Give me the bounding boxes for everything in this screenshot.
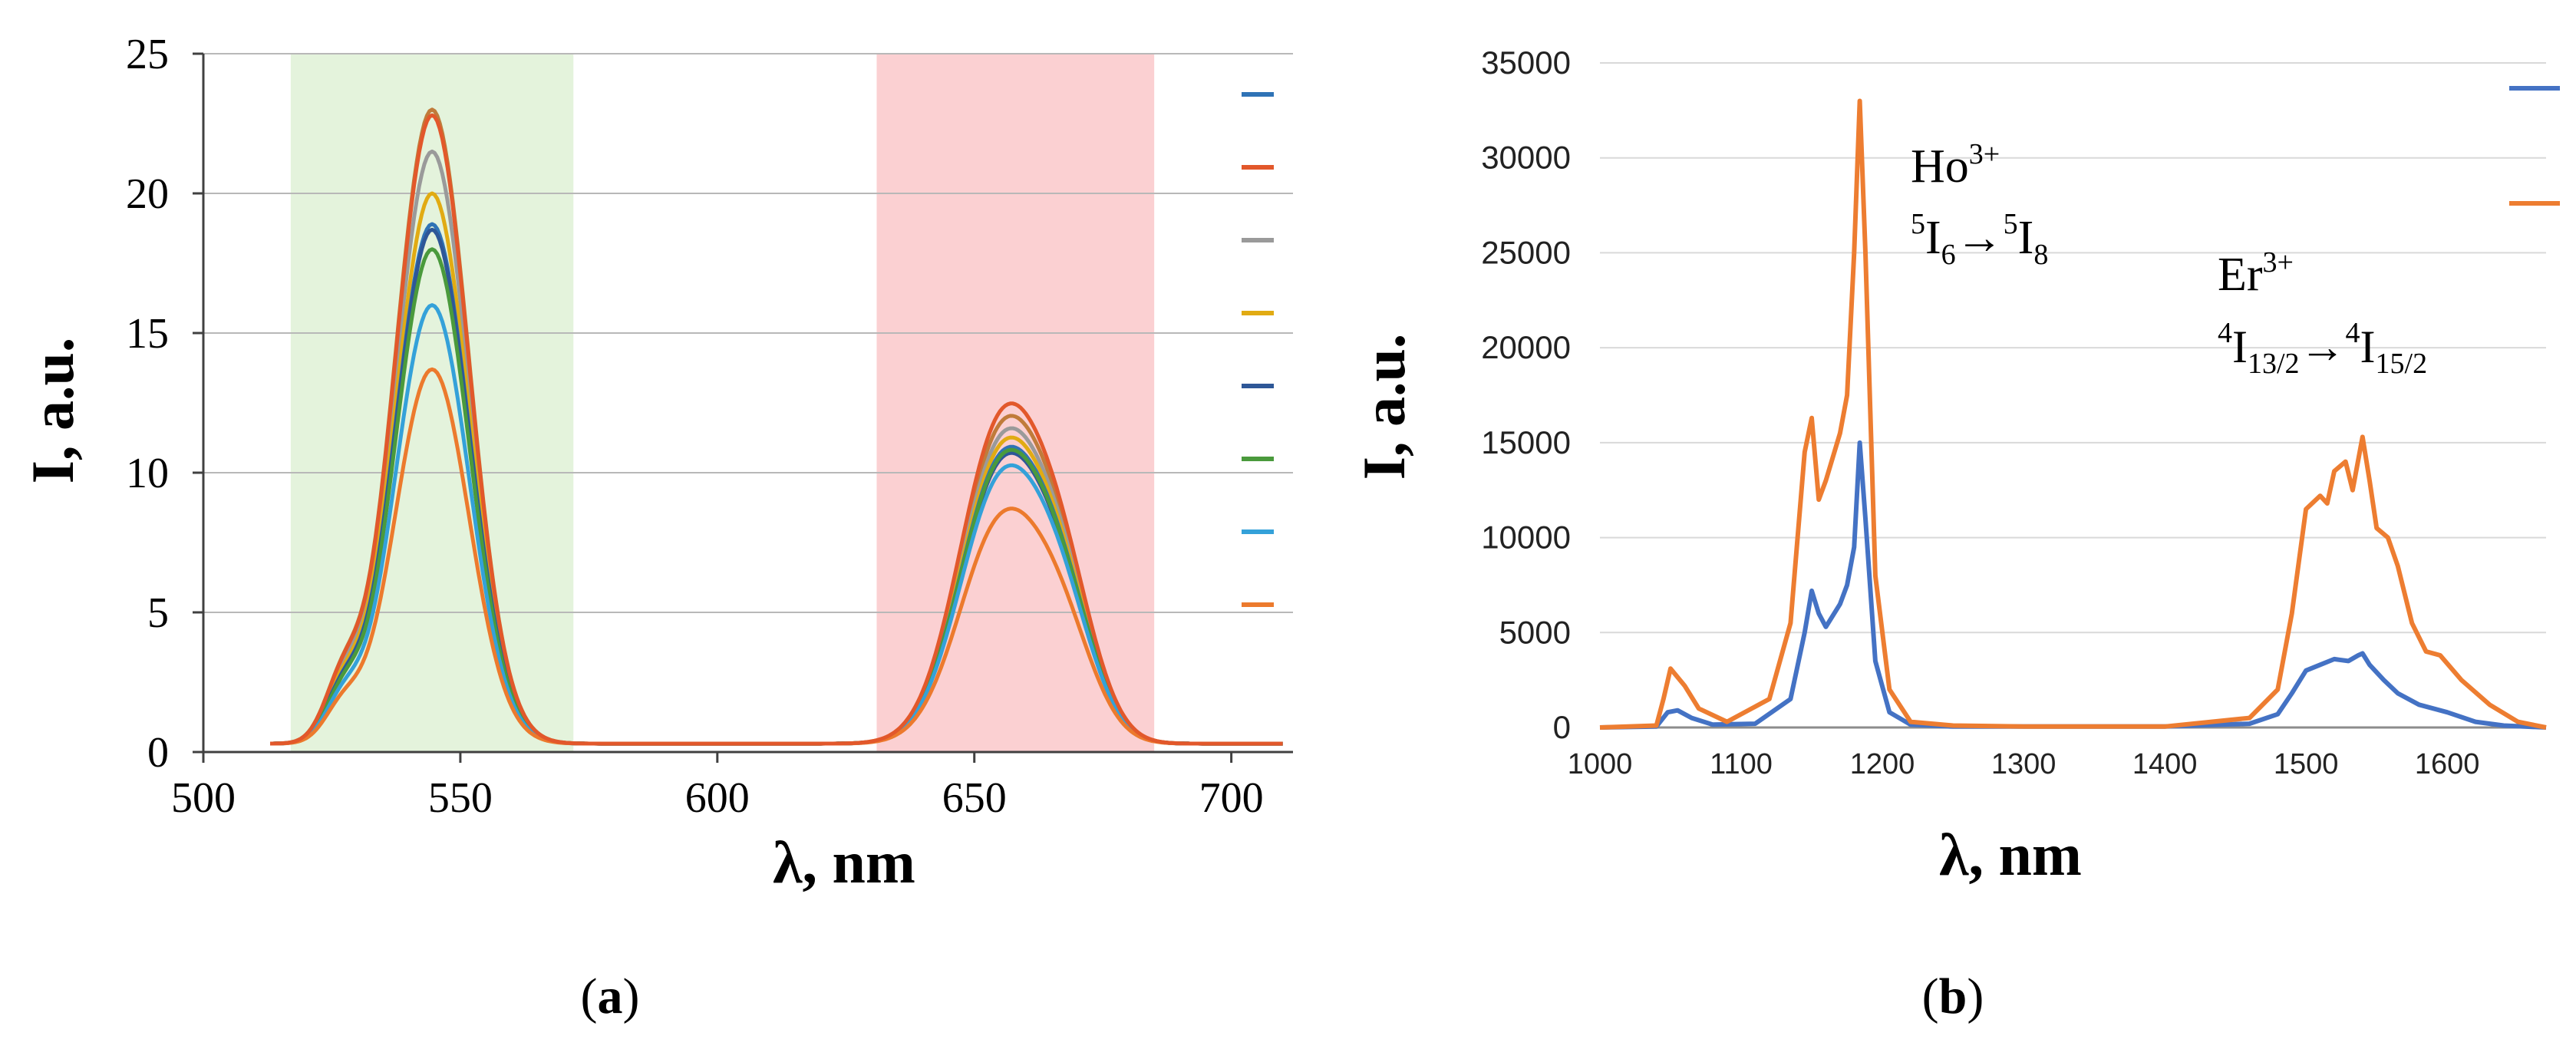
chart-b-x-tick-label: 1200 xyxy=(1850,748,1915,780)
chart-a-x-axis-label: λ, nm xyxy=(773,829,915,896)
chart-b-x-tick-label: 1300 xyxy=(1991,748,2057,780)
chart-b-y-tick-label: 10000 xyxy=(1481,520,1571,556)
chart-b-x-axis-label: λ, nm xyxy=(1939,821,2082,888)
chart-b-x-tick-label: 1600 xyxy=(2415,748,2480,780)
chart-a-y-tick-label: 10 xyxy=(126,450,169,497)
chart-a: 500 550 600 650 700 0 5 10 15 20 25 λ, nm I, a.u.… xyxy=(19,31,1293,1024)
chart-a-y-tick-labels: 0 5 10 15 20 25 xyxy=(126,31,203,777)
chart-b-y-tick-labels: 0 5000 10000 15000 20000 25000 30000 35000 xyxy=(1481,45,1571,745)
chart-a-x-tick-label: 600 xyxy=(685,774,750,822)
chart-b-y-tick-label: 15000 xyxy=(1481,424,1571,460)
chart-a-y-tick-label: 25 xyxy=(126,31,169,78)
chart-b-gridlines xyxy=(1600,62,2546,634)
ho-ion-label: Ho3+ xyxy=(1911,138,2000,193)
chart-b-x-tick-label: 1500 xyxy=(2274,748,2339,780)
chart-b-y-tick-label: 25000 xyxy=(1481,234,1571,270)
chart-b-x-tick-label: 1000 xyxy=(1568,748,1633,780)
chart-a-y-tick-label: 15 xyxy=(126,310,169,358)
panel-b-label: (b) xyxy=(1922,968,1984,1024)
chart-b-x-tick-label: 1400 xyxy=(2132,748,2198,780)
chart-b-y-tick-label: 0 xyxy=(1553,709,1571,745)
chart-b-series xyxy=(1599,98,2547,730)
er-transition-label: 4I13/2→4I15/2 xyxy=(2218,317,2427,380)
er-ion-label: Er3+ xyxy=(2218,246,2294,301)
chart-a-y-tick-label: 5 xyxy=(147,589,169,637)
green-emission-band xyxy=(290,54,574,752)
chart-b-y-tick-label: 20000 xyxy=(1481,329,1571,365)
chart-a-y-tick-label: 0 xyxy=(147,729,169,777)
chart-a-x-tick-label: 700 xyxy=(1199,774,1264,822)
chart-a-legend xyxy=(1242,92,1274,607)
chart-b-y-tick-label: 30000 xyxy=(1481,140,1571,176)
chart-b-series-line xyxy=(1599,98,2547,730)
chart-b-legend xyxy=(2509,86,2560,206)
chart-b-y-axis-label: I, a.u. xyxy=(1351,334,1417,480)
chart-b-y-tick-label: 5000 xyxy=(1499,614,1571,650)
chart-b-x-tick-label: 1100 xyxy=(1710,748,1773,780)
chart-a-y-tick-label: 20 xyxy=(126,170,169,218)
panel-a-label: (a) xyxy=(581,968,640,1024)
chart-a-series-line xyxy=(270,113,1283,746)
chart-a-x-tick-labels: 500 550 600 650 700 xyxy=(171,752,1264,822)
ho-transition-label: 5I6→5I8 xyxy=(1911,208,2048,271)
chart-a-x-tick-label: 550 xyxy=(428,774,493,822)
chart-a-y-axis-label: I, a.u. xyxy=(19,338,86,484)
chart-a-series xyxy=(270,107,1283,746)
chart-a-x-tick-label: 500 xyxy=(171,774,236,822)
chart-b-y-tick-label: 35000 xyxy=(1481,45,1571,81)
chart-b: 1000 1100 1200 1300 1400 1500 1600 0 5000 10000 1… xyxy=(1351,45,2560,1024)
chart-b-x-tick-labels: 1000 1100 1200 1300 1400 1500 1600 xyxy=(1568,748,2480,780)
chart-a-x-tick-label: 650 xyxy=(942,774,1007,822)
